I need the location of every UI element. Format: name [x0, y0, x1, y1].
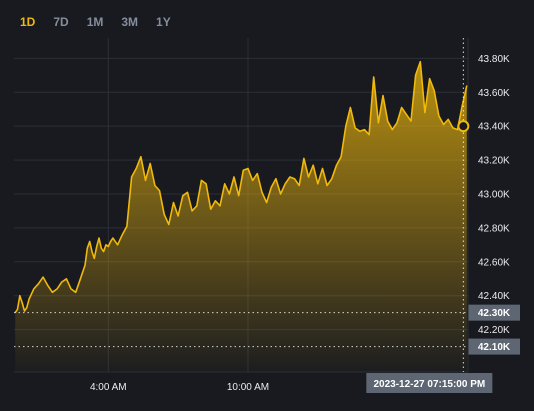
tab-1y[interactable]: 1Y	[156, 15, 171, 29]
reference-tag-label: 42.30K	[478, 308, 511, 319]
crosshair: 2023-12-27 07:15:00 PM	[366, 38, 493, 393]
y-tick-label: 43.40K	[478, 122, 510, 133]
tab-1d[interactable]: 1D	[20, 15, 36, 29]
y-tick-label: 42.80K	[478, 223, 510, 234]
y-tick-label: 43.80K	[478, 54, 510, 65]
timeframe-tabs: 1D 7D 1M 3M 1Y	[20, 14, 189, 30]
y-tick-label: 43.00K	[478, 189, 510, 200]
y-tick-label: 42.60K	[478, 257, 510, 268]
reference-tag	[468, 304, 520, 321]
y-tick-label: 43.60K	[478, 88, 510, 99]
crosshair-point	[457, 120, 470, 133]
tab-1m[interactable]: 1M	[86, 15, 104, 29]
tab-3m[interactable]: 3M	[121, 15, 139, 29]
reference-tag-label: 42.10K	[478, 342, 511, 353]
crosshair-time-label: 2023-12-27 07:15:00 PM	[373, 379, 485, 390]
price-area	[15, 61, 467, 372]
reference-lines: 42.30K 42.10K	[14, 304, 520, 355]
y-tick-label: 42.40K	[478, 291, 510, 302]
reference-tag	[468, 338, 520, 355]
y-tick-label: 42.20K	[478, 325, 510, 336]
x-tick-label: 4:00 AM	[90, 382, 127, 393]
price-line	[14, 60, 468, 314]
axes: 42.40K 42.60K 42.80K 43.00K 43.20K 43.40K 43.6…	[14, 38, 510, 393]
price-series	[14, 60, 468, 372]
crosshair-time-tag	[366, 373, 493, 393]
y-tick-label: 43.20K	[478, 156, 510, 167]
tab-7d[interactable]: 7D	[53, 15, 69, 29]
x-tick-label: 10:00 AM	[227, 382, 269, 393]
